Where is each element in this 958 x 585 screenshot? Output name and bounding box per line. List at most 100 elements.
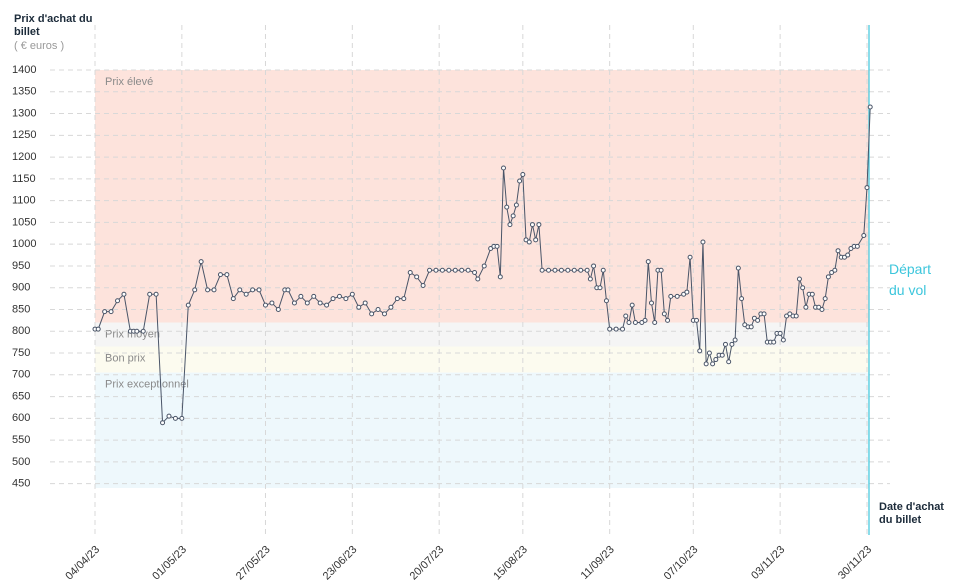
price-point (729, 341, 735, 347)
price-point (459, 267, 465, 273)
price-point (645, 259, 651, 265)
price-point (536, 222, 542, 228)
price-point (854, 243, 860, 249)
price-point (401, 296, 407, 302)
price-point (439, 267, 445, 273)
price-point (172, 415, 178, 421)
x-tick-label: 07/10/23 (662, 544, 701, 583)
price-point (700, 239, 706, 245)
price-point (533, 237, 539, 243)
price-point (317, 300, 323, 306)
price-point (571, 267, 577, 273)
price-point (504, 204, 510, 210)
price-point (510, 213, 516, 219)
price-point (819, 306, 825, 312)
price-point (755, 317, 761, 323)
price-point (629, 302, 635, 308)
x-tick-label: 03/11/23 (749, 544, 787, 582)
price-point (726, 359, 732, 365)
price-point (179, 415, 185, 421)
price-point (375, 306, 381, 312)
price-point (584, 267, 590, 273)
price-point (160, 420, 166, 426)
price-point (620, 326, 626, 332)
price-point (722, 341, 728, 347)
price-point (665, 317, 671, 323)
price-point (674, 293, 680, 299)
price-zone (95, 372, 869, 488)
price-point (796, 276, 802, 282)
price-point (565, 267, 571, 273)
price-point (861, 232, 867, 238)
price-point (835, 248, 841, 254)
price-point (427, 267, 433, 273)
price-point (324, 302, 330, 308)
zone-label: Bon prix (105, 352, 146, 364)
price-point (356, 304, 362, 310)
x-tick-label: 01/05/23 (150, 544, 189, 583)
price-point (780, 337, 786, 343)
price-point (739, 296, 745, 302)
price-point (822, 296, 828, 302)
price-point (825, 274, 831, 280)
price-zone (95, 346, 869, 373)
price-point (761, 311, 767, 317)
price-zone (95, 70, 869, 323)
y-tick-label: 1100 (12, 195, 36, 207)
price-point (115, 298, 121, 304)
price-point (520, 172, 526, 177)
y-tick-label: 1150 (12, 173, 36, 185)
price-point (501, 165, 507, 171)
price-point (433, 267, 439, 273)
price-point (864, 185, 870, 191)
price-point (658, 267, 664, 273)
price-point (703, 361, 709, 367)
x-tick-label: 11/09/23 (579, 544, 617, 582)
price-point (134, 328, 140, 334)
price-point (102, 309, 108, 315)
price-point (558, 267, 564, 273)
price-point (349, 291, 355, 297)
price-point (832, 267, 838, 273)
price-point (153, 291, 159, 297)
price-point (578, 267, 584, 273)
price-point (205, 287, 211, 293)
price-point (697, 348, 703, 354)
price-point (407, 269, 413, 275)
price-point (668, 293, 674, 299)
price-point (147, 291, 153, 297)
price-point (613, 326, 619, 332)
price-point (108, 309, 114, 315)
y-tick-label: 800 (12, 325, 30, 337)
x-tick-label: 15/08/23 (491, 544, 530, 583)
price-point (867, 104, 873, 110)
price-point (465, 267, 471, 273)
price-point (166, 413, 172, 419)
price-point (362, 300, 368, 306)
y-axis-unit: ( € euros ) (14, 40, 65, 52)
x-tick-label: 27/05/23 (234, 544, 273, 583)
x-tick-label: 04/04/23 (63, 544, 102, 583)
price-point (748, 324, 754, 330)
y-tick-label: 850 (12, 303, 30, 315)
y-tick-label: 1200 (12, 151, 36, 163)
price-point (687, 254, 693, 260)
price-point (420, 283, 426, 289)
price-zone (95, 322, 869, 347)
x-tick-label: 20/07/23 (408, 544, 447, 583)
y-tick-label: 650 (12, 390, 30, 402)
zone-label: Prix exceptionnel (105, 379, 189, 391)
price-point (777, 330, 783, 336)
price-point (140, 328, 146, 334)
y-tick-label: 1050 (12, 216, 36, 228)
x-tick-label: 30/11/23 (836, 544, 874, 582)
price-point (600, 267, 606, 273)
price-point (262, 302, 268, 308)
price-point (192, 287, 198, 293)
price-point (230, 296, 236, 302)
departure-label: Départ du vol (889, 261, 932, 298)
price-point (336, 293, 342, 299)
price-point (607, 326, 613, 332)
x-tick-label: 23/06/23 (321, 544, 360, 583)
